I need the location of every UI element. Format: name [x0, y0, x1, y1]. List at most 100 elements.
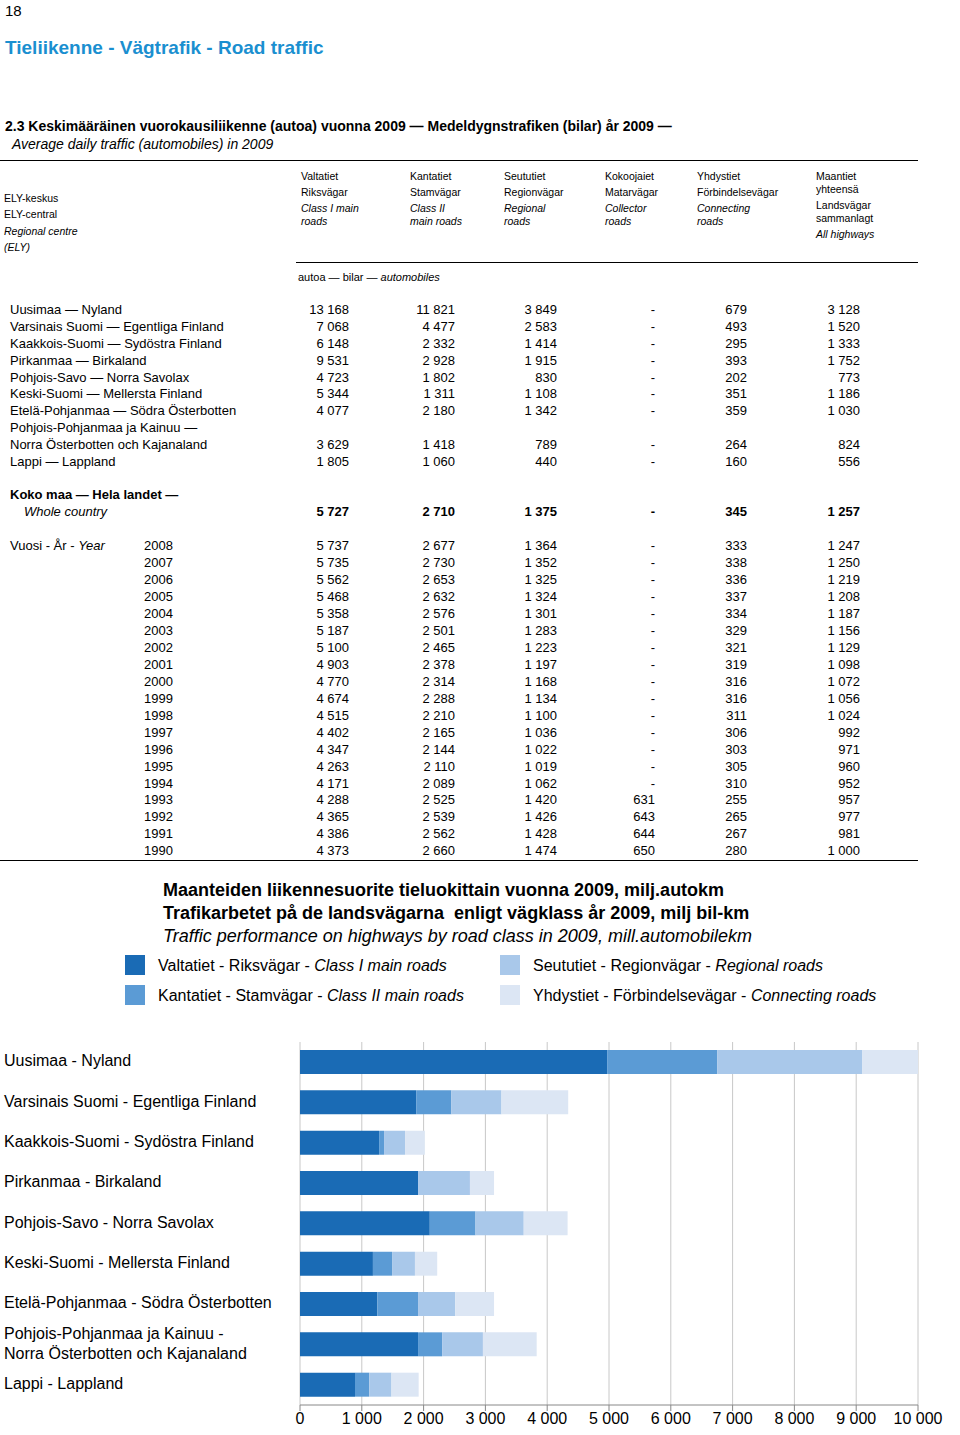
html-text:Regional roads: Regional roads	[504, 202, 546, 227]
html-text:Uusimaa — Nyland: Uusimaa — Nyland	[10, 302, 122, 318]
html-text:1 333: 1 333	[827, 336, 860, 352]
html-text:1 414: 1 414	[524, 336, 557, 352]
html-text:2 928: 2 928	[422, 353, 455, 369]
html-text:789: 789	[535, 437, 557, 453]
html-text:3 629: 3 629	[316, 437, 349, 453]
html-text:Pirkanmaa — Birkaland: Pirkanmaa — Birkaland	[10, 353, 147, 369]
html-text:Landsvägar sammanlagt: Landsvägar sammanlagt	[816, 199, 874, 224]
html-text:Tieliikenne - Vägtrafik - Road: Tieliikenne - Vägtrafik - Road traffic	[5, 36, 324, 58]
html-text:493: 493	[725, 319, 747, 335]
html-text:Varsinais Suomi — Egentliga Fi: Varsinais Suomi — Egentliga Finland	[10, 319, 224, 335]
svg-text:2 000: 2 000	[404, 1410, 444, 1427]
html-text:295: 295	[725, 336, 747, 352]
html-text:1 520: 1 520	[827, 319, 860, 335]
html-text:18: 18	[5, 2, 22, 19]
svg-text:Kaakkois-Suomi - Sydöstra Finl: Kaakkois-Suomi - Sydöstra Finland	[8, 1133, 254, 1150]
html-text:5 344: 5 344	[316, 386, 349, 402]
html-text:2 583: 2 583	[524, 319, 557, 335]
svg-text:6 000: 6 000	[651, 1410, 691, 1427]
svg-text:Pohjois-Pohjanmaa ja Kainuu -N: Pohjois-Pohjanmaa ja Kainuu -Norra Öster…	[8, 1325, 247, 1362]
svg-text:Etelä-Pohjanmaa - Södra Österb: Etelä-Pohjanmaa - Södra Österbotten	[8, 1294, 272, 1311]
html-text:Kantatiet - Stamvägar - Class: Kantatiet - Stamvägar - Class II main ro…	[158, 987, 464, 1005]
html-text:393: 393	[725, 353, 747, 369]
html-text:7 068: 7 068	[316, 319, 349, 335]
html-text:1 752: 1 752	[827, 353, 860, 369]
html-text:Kaakkois-Suomi — Sydöstra Finl: Kaakkois-Suomi — Sydöstra Finland	[10, 336, 222, 352]
html-text:1 342: 1 342	[524, 403, 557, 419]
html-text:3 849: 3 849	[524, 302, 557, 318]
html-text:Average daily traffic (automob: Average daily traffic (automobiles) in 2…	[12, 135, 274, 152]
html-text:6 148: 6 148	[316, 336, 349, 352]
html-text:Traffic performance on highway: Traffic performance on highways by road …	[163, 926, 752, 947]
html-text:Keski-Suomi — Mellersta Finlan: Keski-Suomi — Mellersta Finland	[10, 386, 203, 402]
svg-text:1 000: 1 000	[342, 1410, 382, 1427]
html-text:Koko maa — Hela landet —: Koko maa — Hela landet —	[10, 487, 179, 503]
html-text:1 030: 1 030	[827, 403, 860, 419]
html-text:1 805: 1 805	[316, 454, 349, 470]
html-text:830: 830	[535, 370, 557, 386]
html-text:345: 345	[725, 504, 747, 520]
svg-text:9 000: 9 000	[836, 1410, 876, 1427]
html-text:9 531: 9 531	[316, 353, 349, 369]
html-text:1 311: 1 311	[423, 386, 455, 402]
html-text:Seututiet - Regionvägar - Regi: Seututiet - Regionvägar - Regional roads	[533, 957, 823, 975]
html-text:5 727: 5 727	[316, 504, 349, 520]
html-text:2 710: 2 710	[422, 504, 455, 520]
html-text:773: 773	[838, 370, 860, 386]
html-text:1 802: 1 802	[422, 370, 455, 386]
html-text:824: 824	[838, 437, 860, 453]
html-text:11 821: 11 821	[416, 302, 455, 318]
html-text:1 186: 1 186	[827, 386, 860, 402]
html-text:Norra Österbotten och Kajanala: Norra Österbotten och Kajanaland	[10, 437, 208, 453]
html-text:1 418: 1 418	[422, 437, 455, 453]
svg-text:Varsinais Suomi - Egentliga Fi: Varsinais Suomi - Egentliga Finland	[8, 1093, 256, 1110]
html-text:Class I main roads: Class I main roads	[301, 202, 359, 227]
html-text:Yhdystiet - Förbindelsevägar -: Yhdystiet - Förbindelsevägar - Connectin…	[533, 987, 877, 1005]
svg-text:Lappi - Lappland: Lappi - Lappland	[8, 1375, 123, 1392]
html-text:2.3 Keskimääräinen vuorokausil: 2.3 Keskimääräinen vuorokausiliikenne (a…	[5, 117, 672, 134]
html-text:1 060: 1 060	[422, 454, 455, 470]
html-text:4 477: 4 477	[422, 319, 455, 335]
html-text:2 332: 2 332	[422, 336, 455, 352]
html-text:Whole country: Whole country	[24, 504, 108, 520]
svg-text:5 000: 5 000	[589, 1410, 629, 1427]
html-text:2 180: 2 180	[422, 403, 455, 419]
svg-text:7 000: 7 000	[713, 1410, 753, 1427]
svg-text:3 000: 3 000	[465, 1410, 505, 1427]
html-text:1 257: 1 257	[827, 504, 860, 520]
html-text:Etelä-Pohjanmaa — Södra Österb: Etelä-Pohjanmaa — Södra Österbotten	[10, 403, 237, 419]
html-text:202: 202	[725, 370, 747, 386]
svg-text:Keski-Suomi - Mellersta Finlan: Keski-Suomi - Mellersta Finland	[8, 1254, 230, 1271]
html-text:Trafikarbetet på de landsvägar: Trafikarbetet på de landsvägarna enligt …	[163, 903, 750, 924]
html-text:13 168: 13 168	[309, 302, 349, 318]
html-text:Pohjois-Pohjanmaa ja Kainuu —: Pohjois-Pohjanmaa ja Kainuu —	[10, 420, 198, 436]
html-text:4 077: 4 077	[316, 403, 349, 419]
html-text:Class II main roads: Class II main roads	[410, 202, 462, 227]
html-text:Connecting roads: Connecting roads	[697, 202, 751, 227]
svg-text:8 000: 8 000	[774, 1410, 814, 1427]
html-text:Maantiet yhteensä: Maantiet yhteensä	[816, 170, 859, 195]
html-text:556: 556	[838, 454, 860, 470]
svg-text:Pirkanmaa - Birkaland: Pirkanmaa - Birkaland	[8, 1173, 161, 1190]
html-text:Pohjois-Savo — Norra Savolax: Pohjois-Savo — Norra Savolax	[10, 370, 190, 386]
svg-text:Uusimaa - Nyland: Uusimaa - Nyland	[8, 1052, 131, 1069]
html-text:Maanteiden liikennesuorite tie: Maanteiden liikennesuorite tieluokittain…	[163, 880, 725, 901]
html-text:440: 440	[535, 454, 557, 470]
html-text:4 723: 4 723	[316, 370, 349, 386]
html-text:679: 679	[725, 302, 747, 318]
html-text:351: 351	[725, 386, 747, 402]
html-text:160: 160	[725, 454, 747, 470]
html-text:3 128: 3 128	[827, 302, 860, 318]
html-text:Valtatiet - Riksvägar - Class: Valtatiet - Riksvägar - Class I main roa…	[158, 957, 447, 975]
html-text:Collector roads: Collector roads	[605, 202, 647, 227]
html-text:Lappi — Lappland: Lappi — Lappland	[10, 454, 116, 470]
html-text:1 375: 1 375	[524, 504, 557, 520]
svg-text:4 000: 4 000	[527, 1410, 567, 1427]
svg-text:Pohjois-Savo - Norra Savolax: Pohjois-Savo - Norra Savolax	[8, 1214, 214, 1231]
html-text:1 915: 1 915	[524, 353, 557, 369]
svg-text:10 000: 10 000	[894, 1410, 943, 1427]
svg-text:0: 0	[296, 1410, 305, 1427]
html-text:359: 359	[725, 403, 747, 419]
html-text:1 108: 1 108	[524, 386, 557, 402]
html-text:264: 264	[725, 437, 747, 453]
